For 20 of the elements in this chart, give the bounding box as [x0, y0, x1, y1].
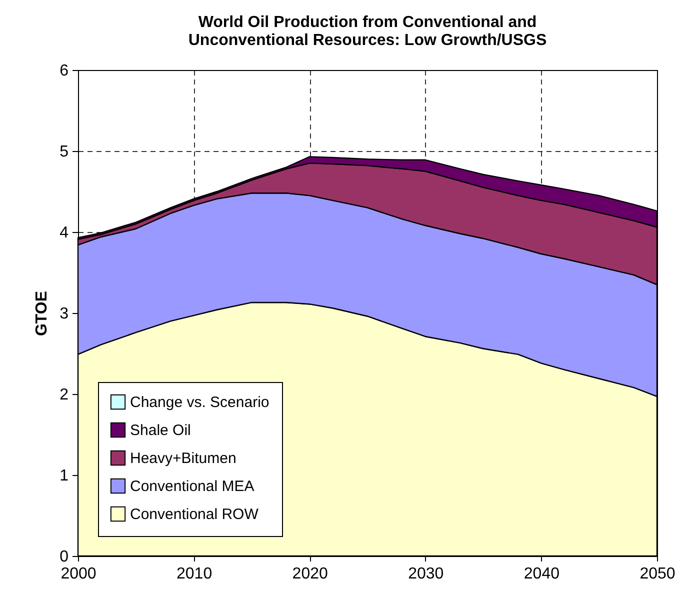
legend-label: Heavy+Bitumen	[130, 450, 236, 467]
x-tick-label: 2030	[408, 566, 444, 582]
legend-label: Conventional ROW	[130, 506, 260, 523]
x-tick-label: 2050	[640, 566, 676, 582]
chart-title: World Oil Production from Conventional and Unconventional Resources: Low Growth/USGS	[188, 14, 547, 49]
legend-label: Conventional MEA	[130, 478, 254, 495]
y-tick-label: 3	[60, 306, 69, 322]
x-tick-label: 2040	[524, 566, 560, 582]
y-tick-label: 1	[60, 468, 69, 484]
y-tick-label: 6	[60, 62, 69, 80]
y-tick-label: 4	[60, 224, 69, 242]
y-tick-label: 5	[60, 144, 69, 160]
x-tick-label: 2010	[176, 566, 212, 582]
legend-label: Change vs. Scenario	[130, 394, 270, 411]
y-tick-label: 2	[60, 386, 69, 404]
legend-label: Shale Oil	[130, 422, 191, 439]
y-tick-label: 0	[60, 548, 69, 566]
x-tick-label: 2020	[292, 566, 328, 582]
x-tick-label: 2000	[60, 566, 96, 582]
y-axis-title: GTOE	[34, 290, 51, 336]
